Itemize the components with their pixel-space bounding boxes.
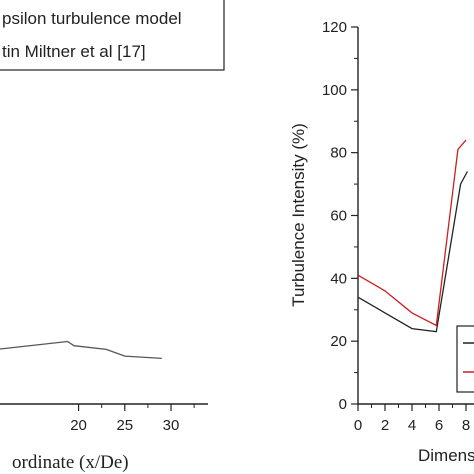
right-x-ticks: 0 2 4 6 8 [354, 404, 470, 434]
left-x-tick-label: 20 [70, 417, 87, 434]
right-chart: 0 2 4 6 8 0 20 40 60 80 100 120 Turbulence Intensi… [289, 19, 474, 465]
right-y-tick-label: 100 [322, 82, 347, 99]
left-chart: 20 25 30 ordinate (x/De) psilon turbulence… [0, 0, 225, 473]
right-y-tick-label: 40 [330, 270, 347, 287]
left-series-line-1 [0, 340, 162, 360]
left-legend-entry-1: psilon turbulence model [2, 9, 182, 28]
left-legend: psilon turbulence model tin Miltner et a… [0, 0, 225, 71]
right-y-axis-title: Turbulence Intensity (%) [289, 123, 308, 307]
right-y-ticks: 0 20 40 60 80 100 120 [322, 19, 358, 413]
right-y-tick-label: 20 [330, 333, 347, 350]
right-y-tick-label: 0 [339, 396, 347, 413]
left-x-tick-label: 25 [116, 417, 133, 434]
right-series-line-2 [357, 139, 467, 327]
left-x-axis-title: ordinate (x/De) [12, 452, 129, 473]
left-legend-entry-2: tin Miltner et al [17] [2, 42, 146, 61]
left-x-tick-label: 30 [163, 417, 180, 434]
right-x-axis-title: Dimens [418, 446, 474, 465]
right-legend [456, 325, 474, 393]
right-x-tick-label: 6 [435, 417, 443, 434]
left-series [0, 340, 162, 360]
right-legend-box [456, 325, 474, 393]
right-y-tick-label: 80 [330, 145, 347, 162]
left-x-ticks: 20 25 30 [70, 404, 195, 434]
right-x-tick-label: 8 [462, 417, 470, 434]
right-series-line-1 [357, 171, 468, 333]
right-x-tick-label: 4 [408, 417, 416, 434]
right-x-tick-label: 0 [354, 417, 362, 434]
right-series [357, 139, 468, 333]
right-y-tick-label: 60 [330, 208, 347, 225]
right-x-tick-label: 2 [381, 417, 389, 434]
right-y-tick-label: 120 [322, 19, 347, 36]
left-legend-box [0, 0, 225, 71]
